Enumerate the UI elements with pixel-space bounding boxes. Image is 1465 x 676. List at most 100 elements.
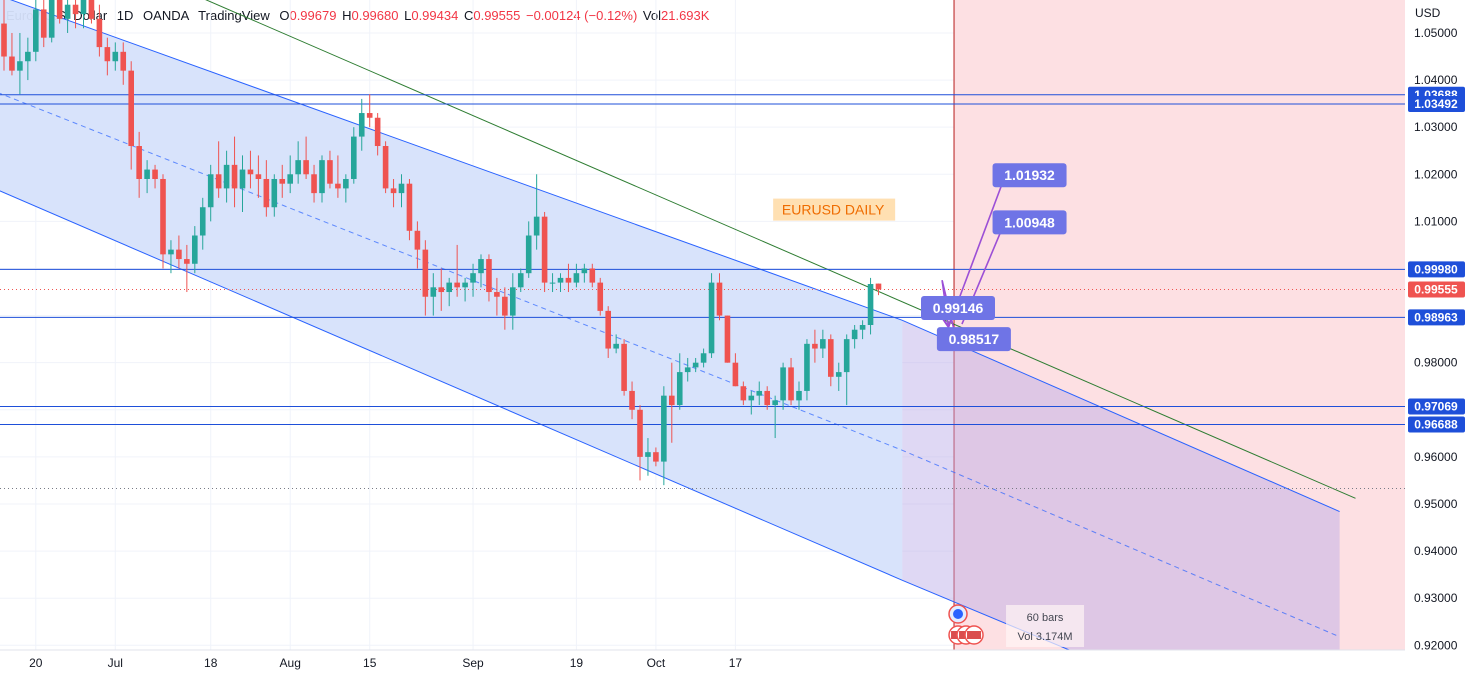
candle-body[interactable] bbox=[828, 339, 834, 377]
candle-body[interactable] bbox=[502, 296, 508, 316]
candle-body[interactable] bbox=[263, 178, 270, 208]
candle-body[interactable] bbox=[661, 395, 667, 462]
candle-body[interactable] bbox=[160, 178, 166, 255]
candle-body[interactable] bbox=[414, 230, 421, 250]
candle-body[interactable] bbox=[573, 273, 580, 283]
candle-body[interactable] bbox=[812, 343, 818, 349]
candle-body[interactable] bbox=[319, 160, 325, 194]
candle-body[interactable] bbox=[740, 386, 747, 401]
candle-body[interactable] bbox=[510, 287, 516, 316]
candle-body[interactable] bbox=[231, 164, 238, 189]
candle-body[interactable] bbox=[176, 249, 182, 260]
candle-body[interactable] bbox=[875, 283, 882, 290]
candle-body[interactable] bbox=[271, 178, 278, 208]
candle-body[interactable] bbox=[835, 372, 842, 377]
candle-body[interactable] bbox=[669, 395, 675, 406]
candle-body[interactable] bbox=[756, 390, 763, 396]
candle-body[interactable] bbox=[295, 160, 301, 175]
candle-body[interactable] bbox=[851, 329, 858, 340]
candle-body[interactable] bbox=[517, 273, 524, 288]
candle-body[interactable] bbox=[804, 343, 810, 391]
candle-body[interactable] bbox=[64, 4, 71, 19]
candle-body[interactable] bbox=[112, 51, 119, 62]
candle-body[interactable] bbox=[430, 287, 437, 297]
candle-body[interactable] bbox=[33, 9, 39, 52]
candle-body[interactable] bbox=[692, 362, 699, 368]
candle-body[interactable] bbox=[136, 146, 142, 179]
candle-body[interactable] bbox=[120, 51, 127, 71]
candle-body[interactable] bbox=[80, 0, 87, 15]
candle-body[interactable] bbox=[724, 315, 731, 363]
candle-body[interactable] bbox=[486, 259, 492, 293]
candle-body[interactable] bbox=[732, 362, 739, 387]
candle-body[interactable] bbox=[48, 0, 55, 38]
timeframe[interactable]: 1D bbox=[116, 8, 134, 23]
candle-body[interactable] bbox=[780, 367, 786, 401]
candle-body[interactable] bbox=[9, 56, 15, 71]
candle-body[interactable] bbox=[398, 183, 405, 194]
candle-body[interactable] bbox=[343, 178, 349, 189]
candle-body[interactable] bbox=[303, 160, 309, 175]
candle-body[interactable] bbox=[104, 47, 111, 62]
candle-body[interactable] bbox=[25, 51, 31, 62]
candle-body[interactable] bbox=[867, 284, 874, 325]
candle-body[interactable] bbox=[494, 292, 500, 297]
candle-body[interactable] bbox=[287, 174, 293, 184]
candle-body[interactable] bbox=[366, 113, 373, 118]
candle-body[interactable] bbox=[684, 367, 691, 373]
candle-body[interactable] bbox=[335, 183, 341, 189]
candle-body[interactable] bbox=[565, 277, 572, 283]
price-axis[interactable]: USD 1.05000 1.04000 1.03000 1.02000 1.01000 0.… bbox=[1405, 0, 1465, 676]
candle-body[interactable] bbox=[748, 395, 755, 401]
candle-body[interactable] bbox=[223, 164, 230, 189]
candle-body[interactable] bbox=[311, 174, 317, 194]
candle-body[interactable] bbox=[859, 325, 866, 330]
candle-body[interactable] bbox=[581, 268, 588, 274]
candle-body[interactable] bbox=[605, 310, 611, 349]
candle-body[interactable] bbox=[72, 4, 79, 15]
candle-body[interactable] bbox=[541, 216, 548, 283]
candle-body[interactable] bbox=[621, 343, 627, 391]
candle-body[interactable] bbox=[533, 216, 540, 236]
candle-body[interactable] bbox=[1, 23, 7, 57]
candle-body[interactable] bbox=[438, 287, 445, 293]
candle-body[interactable] bbox=[470, 273, 476, 283]
candle-body[interactable] bbox=[549, 282, 556, 284]
candle-body[interactable] bbox=[613, 343, 619, 349]
candle-body[interactable] bbox=[17, 61, 23, 71]
candle-body[interactable] bbox=[351, 136, 357, 179]
candle-body[interactable] bbox=[406, 183, 413, 231]
candle-body[interactable] bbox=[796, 390, 802, 401]
candle-body[interactable] bbox=[525, 235, 532, 274]
candle-body[interactable] bbox=[820, 339, 826, 349]
candle-body[interactable] bbox=[653, 452, 659, 462]
candle-body[interactable] bbox=[589, 268, 596, 283]
candle-body[interactable] bbox=[764, 390, 770, 406]
candle-body[interactable] bbox=[199, 207, 206, 236]
candle-body[interactable] bbox=[478, 259, 484, 274]
candle-body[interactable] bbox=[374, 117, 381, 147]
candle-body[interactable] bbox=[645, 452, 651, 457]
candle-body[interactable] bbox=[454, 282, 460, 288]
candle-body[interactable] bbox=[597, 282, 604, 311]
candle-body[interactable] bbox=[327, 160, 333, 184]
candle-body[interactable] bbox=[279, 178, 286, 184]
candle-body[interactable] bbox=[446, 282, 452, 293]
time-axis[interactable]: 20 Jul 18 Aug 15 Sep 19 Oct 17 bbox=[0, 649, 1465, 676]
candle-body[interactable] bbox=[462, 282, 468, 288]
candle-body[interactable] bbox=[184, 259, 190, 264]
candle-body[interactable] bbox=[88, 0, 95, 19]
candle-body[interactable] bbox=[247, 169, 254, 175]
candle-body[interactable] bbox=[637, 409, 643, 457]
candle-body[interactable] bbox=[207, 174, 214, 208]
candle-body[interactable] bbox=[772, 400, 778, 406]
candle-body[interactable] bbox=[708, 282, 715, 354]
candle-body[interactable] bbox=[382, 146, 389, 189]
candle-body[interactable] bbox=[144, 169, 150, 179]
candle-body[interactable] bbox=[128, 70, 134, 147]
candle-body[interactable] bbox=[629, 390, 635, 410]
candle-body[interactable] bbox=[215, 174, 222, 189]
candle-body[interactable] bbox=[239, 169, 246, 189]
candle-body[interactable] bbox=[843, 339, 850, 373]
